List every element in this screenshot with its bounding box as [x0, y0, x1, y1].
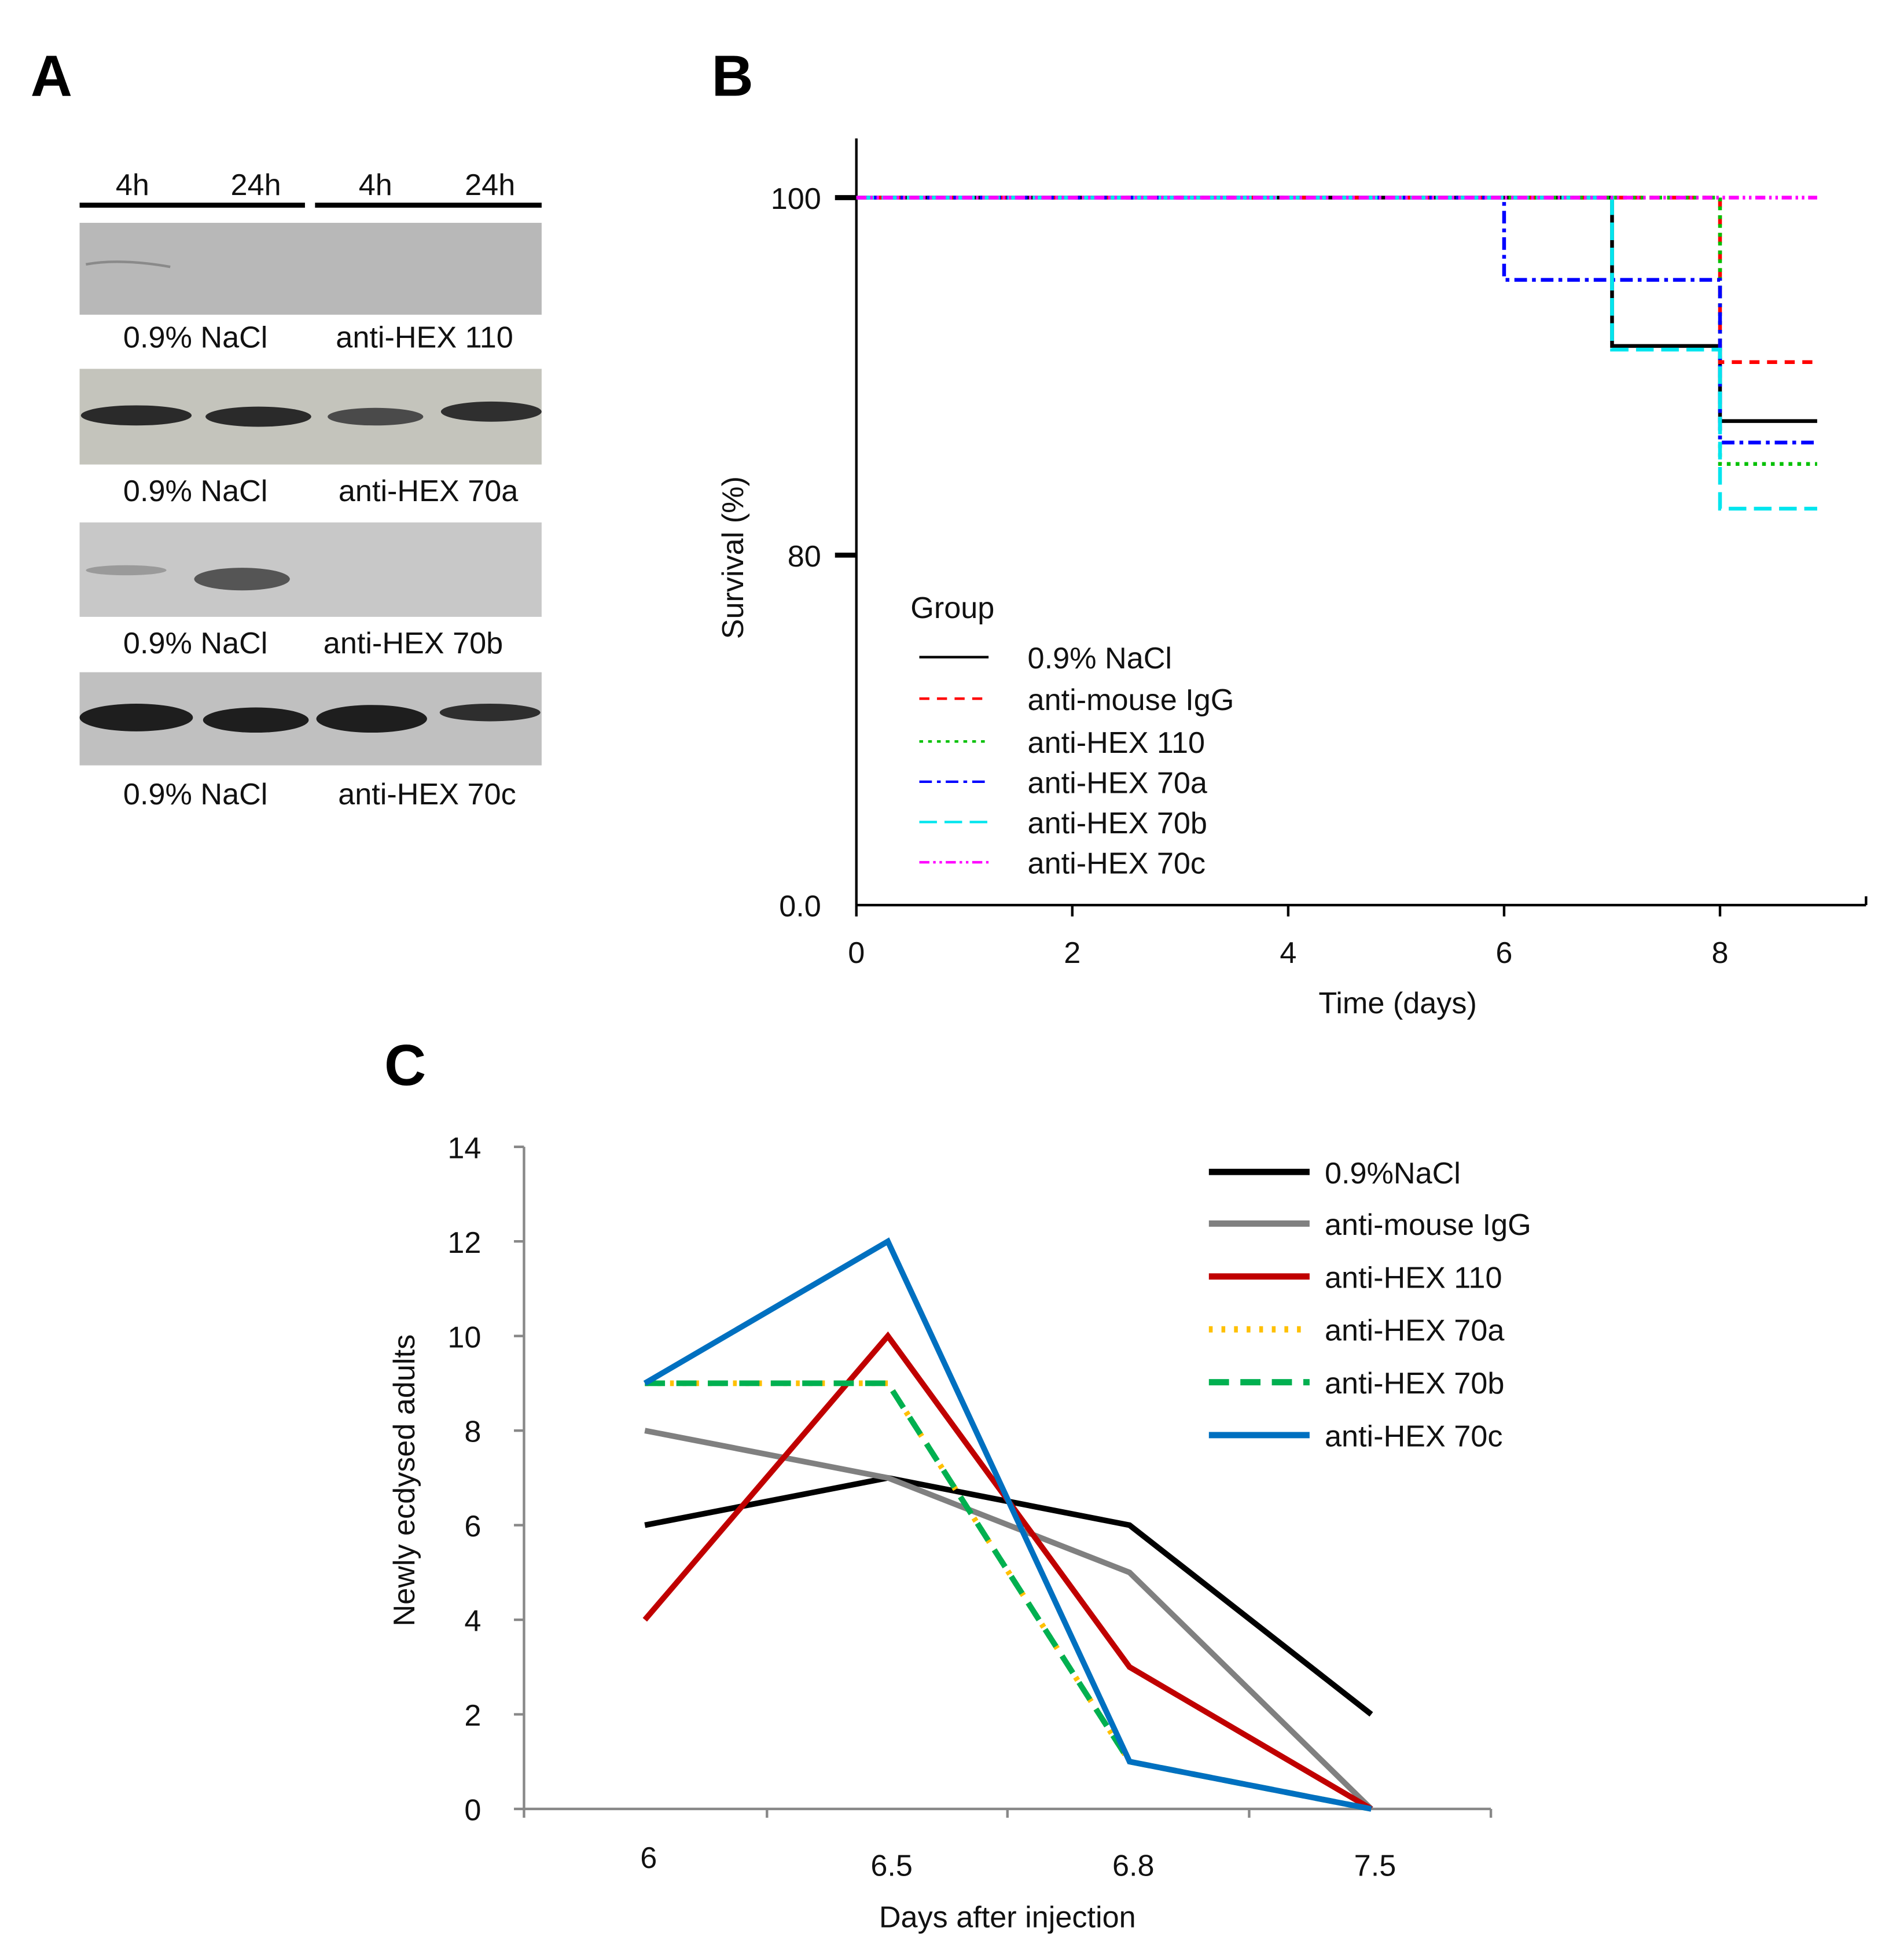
western-blot-panel: 4h 24h 4h 24h 0.9% NaCl anti-HEX 110 0.9… [79, 168, 542, 811]
time-label: 24h [231, 168, 281, 202]
blot-caption: 0.9% NaCl [123, 321, 267, 354]
blot-caption: anti-HEX 70b [324, 627, 503, 660]
series-line-3 [645, 1380, 1372, 1812]
legend-label: anti-HEX 70b [1028, 807, 1207, 840]
blot-caption: 0.9% NaCl [123, 778, 267, 811]
y-tick-label: 0 [464, 1794, 481, 1827]
time-label: 4h [359, 168, 392, 202]
blot-strip [79, 223, 542, 315]
x-tick-label: 6.8 [1112, 1849, 1155, 1882]
x-tick-label: 6.5 [870, 1849, 913, 1882]
time-label: 4h [116, 168, 149, 202]
x-tick-label: 7.5 [1354, 1849, 1396, 1882]
y-tick-label: 12 [447, 1226, 481, 1260]
x-tick-label: 8 [1711, 936, 1728, 970]
panel-letter-c: C [384, 1033, 426, 1098]
blot-caption: 0.9% NaCl [123, 627, 267, 660]
legend-title: Group [910, 591, 994, 625]
blot-band [440, 401, 542, 422]
legend-label: anti-HEX 70a [1028, 766, 1208, 800]
y-tick-label: 14 [447, 1131, 481, 1165]
x-tick-label: 0 [848, 936, 865, 970]
y-tick-label: 100 [771, 182, 821, 216]
y-tick-label: 0.0 [779, 890, 821, 924]
blot-caption: anti-HEX 110 [336, 321, 513, 354]
x-axis-label: Time (days) [1318, 987, 1477, 1020]
legend-label: anti-HEX 70b [1325, 1367, 1504, 1400]
survival-line-2 [856, 196, 1817, 466]
blot-band [79, 704, 193, 731]
x-tick-label: 4 [1280, 936, 1296, 970]
legend-label: anti-HEX 110 [1028, 726, 1206, 760]
blot-band [80, 405, 192, 426]
blot-caption: anti-HEX 70a [339, 475, 519, 508]
series-line-5 [643, 1237, 1372, 1812]
blot-band [439, 704, 541, 722]
blot-band [316, 705, 427, 733]
legend-label: anti-mouse IgG [1028, 683, 1234, 717]
y-axis-label: Survival (%) [716, 476, 750, 639]
blot-band [328, 407, 424, 426]
survival-chart: 0 2 4 6 8 0.0 80 100 Time (days) Survival (%) Grou… [716, 138, 1868, 1020]
y-tick-label: 4 [464, 1605, 481, 1638]
x-tick-label: 6 [640, 1841, 657, 1875]
blot-band [205, 406, 311, 427]
blot-caption: 0.9% NaCl [123, 475, 267, 508]
legend-label: 0.9% NaCl [1028, 642, 1172, 675]
series-line-1 [644, 1428, 1373, 1811]
blot-caption: anti-HEX 70c [338, 778, 516, 811]
legend-label: 0.9%NaCl [1325, 1157, 1461, 1190]
legend-label: anti-HEX 70c [1325, 1420, 1502, 1453]
legend-label: anti-HEX 110 [1325, 1261, 1502, 1295]
y-tick-label: 10 [447, 1321, 481, 1354]
survival-line-3 [856, 196, 1817, 444]
time-label: 24h [465, 168, 515, 202]
x-tick-label: 2 [1064, 936, 1081, 970]
blot-band [203, 707, 309, 733]
y-tick-label: 80 [788, 540, 821, 573]
survival-line-4 [856, 196, 1817, 511]
legend-label: anti-HEX 70a [1325, 1314, 1505, 1348]
legend-label: anti-HEX 70c [1028, 847, 1206, 881]
ecdysis-chart: 0 2 4 6 8 10 12 14 6 6.5 6.8 7.5 Days after injectio… [388, 1131, 1531, 1934]
x-axis-label: Days after injection [879, 1900, 1136, 1934]
legend-label: anti-mouse IgG [1325, 1208, 1531, 1242]
y-tick-label: 8 [464, 1415, 481, 1449]
y-tick-label: 6 [464, 1510, 481, 1543]
x-tick-label: 6 [1495, 936, 1512, 970]
panel-letter-b: B [712, 43, 754, 108]
survival-line-0 [856, 196, 1817, 423]
panel-letter-a: A [31, 43, 72, 108]
blot-band [86, 565, 167, 576]
y-axis-label: Newly ecdysed adults [388, 1334, 421, 1627]
y-tick-label: 2 [464, 1699, 481, 1733]
series-line-0 [644, 1474, 1373, 1717]
blot-band [194, 568, 290, 591]
blot-band [86, 260, 171, 269]
